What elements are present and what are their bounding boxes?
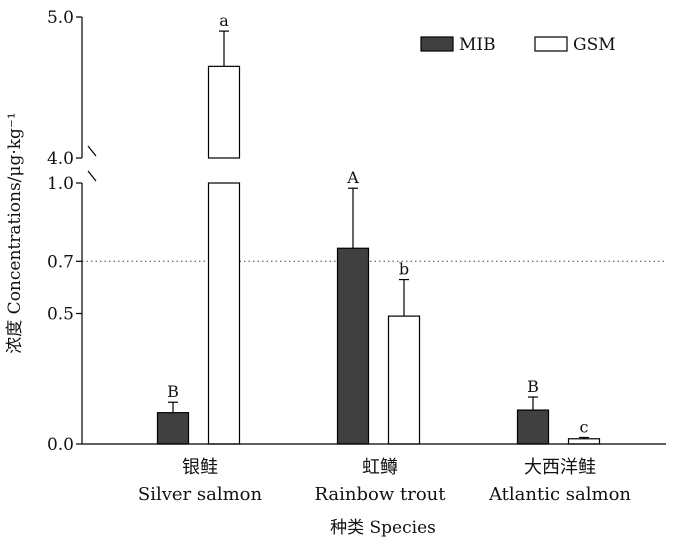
bar-gsm-lower bbox=[207, 182, 241, 445]
legend-swatch-gsm bbox=[534, 36, 568, 52]
x-category-label-en: Atlantic salmon bbox=[488, 484, 631, 505]
x-category-label-en: Rainbow trout bbox=[314, 484, 446, 505]
x-categories: 银鲑 Silver salmon 虹鳟 Rainbow trout 大西洋鲑 Atlant… bbox=[138, 457, 632, 505]
bar-gsm bbox=[567, 438, 601, 445]
bar-mib bbox=[156, 412, 190, 445]
x-category-label-zh: 大西洋鲑 bbox=[524, 457, 596, 478]
y-tick-label: 0.0 bbox=[47, 435, 74, 455]
significance-label-gsm: a bbox=[219, 11, 229, 30]
y-tick-label: 4.0 bbox=[47, 149, 74, 169]
axis-break-mark-upper bbox=[87, 145, 97, 157]
y-tick-label: 0.7 bbox=[47, 252, 74, 272]
bar-mib bbox=[336, 247, 370, 445]
significance-label-gsm: b bbox=[399, 260, 409, 279]
y-tick-label: 1.0 bbox=[47, 174, 74, 194]
axes bbox=[81, 17, 666, 445]
y-tick-label: 0.5 bbox=[47, 305, 74, 325]
legend-label-gsm: GSM bbox=[573, 35, 616, 55]
y-ticks: 0.0 0.5 0.7 1.0 4.0 5.0 bbox=[47, 8, 82, 455]
legend-label-mib: MIB bbox=[459, 35, 496, 55]
bar-gsm-upper bbox=[207, 65, 241, 159]
significance-label-mib: A bbox=[346, 168, 359, 187]
x-category-label-zh: 虹鳟 bbox=[362, 457, 398, 478]
significance-label-gsm: c bbox=[580, 417, 589, 436]
significance-label-mib: B bbox=[527, 377, 539, 396]
y-axis-title: 浓度 Concentrations/μg·kg⁻¹ bbox=[5, 112, 25, 353]
error-bars bbox=[168, 30, 589, 439]
bar-gsm bbox=[387, 315, 421, 445]
y-tick-label: 5.0 bbox=[47, 8, 74, 28]
significance-label-mib: B bbox=[167, 382, 179, 401]
legend: MIB GSM bbox=[420, 35, 616, 55]
x-category-label-en: Silver salmon bbox=[138, 484, 263, 505]
significance-labels: Ba Ab Bc bbox=[167, 11, 588, 436]
bars bbox=[156, 65, 601, 445]
x-category-label-zh: 银鲑 bbox=[182, 457, 218, 478]
axis-break-mark-lower bbox=[87, 170, 97, 182]
x-axis-title: 种类 Species bbox=[330, 518, 436, 538]
legend-swatch-mib bbox=[420, 36, 454, 52]
bar-mib bbox=[516, 409, 550, 445]
